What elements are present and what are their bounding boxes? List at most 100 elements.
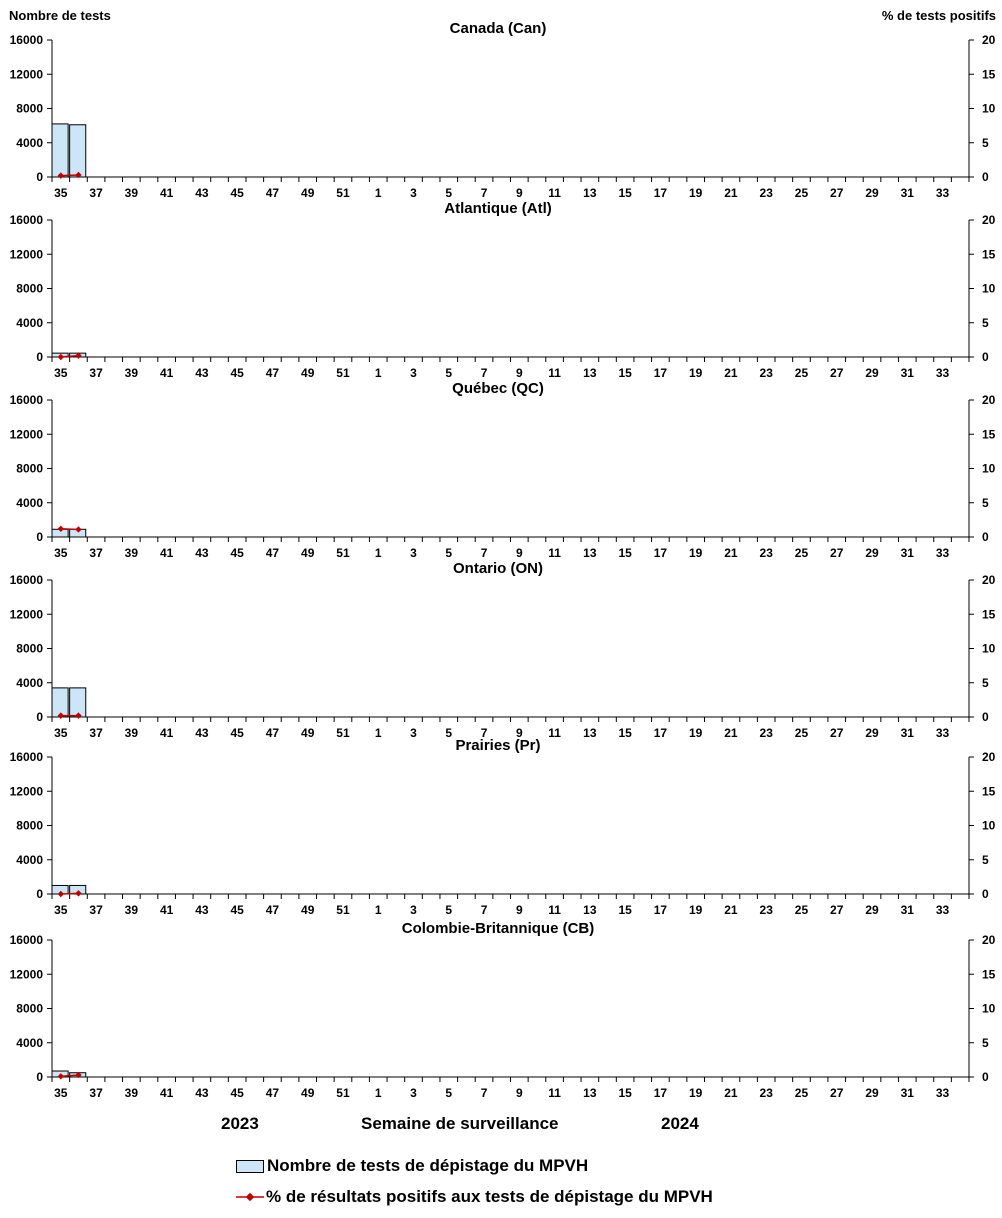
y-left-tick-label: 12000 (10, 247, 44, 261)
x-tick-label: 9 (516, 903, 523, 917)
x-tick-label: 51 (336, 546, 350, 560)
x-tick-label: 25 (795, 726, 809, 740)
y-right-tick-label: 15 (982, 967, 996, 981)
y-left-tick-label: 4000 (16, 1036, 43, 1050)
y-right-tick-label: 20 (982, 213, 996, 227)
x-tick-label: 25 (795, 1086, 809, 1100)
x-tick-label: 47 (266, 903, 280, 917)
positivity-point (57, 890, 65, 898)
y-right-tick-label: 10 (982, 462, 996, 476)
x-tick-label: 51 (336, 366, 350, 380)
x-tick-label: 43 (195, 366, 209, 380)
x-tick-label: 23 (760, 726, 774, 740)
y-left-tick-label: 8000 (16, 462, 43, 476)
y-right-tick-label: 5 (982, 1036, 989, 1050)
x-tick-label: 1 (375, 366, 382, 380)
chart-title: Québec (QC) (452, 380, 544, 397)
x-tick-label: 41 (160, 186, 174, 200)
x-tick-label: 45 (230, 1086, 244, 1100)
x-tick-label: 19 (689, 546, 703, 560)
x-tick-label: 7 (481, 726, 488, 740)
y-left-tick-label: 4000 (16, 316, 43, 330)
x-tick-label: 19 (689, 186, 703, 200)
bar (69, 687, 87, 718)
x-tick-label: 41 (160, 366, 174, 380)
x-tick-label: 9 (516, 366, 523, 380)
bar (69, 124, 87, 178)
x-tick-label: 31 (901, 903, 915, 917)
legend-bar-swatch (236, 1159, 264, 1173)
x-tick-label: 37 (89, 726, 103, 740)
x-tick-label: 47 (266, 366, 280, 380)
x-tick-label: 21 (724, 903, 738, 917)
x-tick-label: 3 (410, 186, 417, 200)
x-tick-label: 17 (654, 366, 668, 380)
y-left-tick-label: 16000 (10, 573, 44, 587)
x-tick-label: 47 (266, 1086, 280, 1100)
x-tick-label: 33 (936, 546, 950, 560)
x-tick-label: 43 (195, 186, 209, 200)
x-tick-label: 45 (230, 726, 244, 740)
x-tick-label: 21 (724, 726, 738, 740)
x-tick-label: 5 (445, 726, 452, 740)
chart-panel: Atlantique (Atl) 0 4000 8000 12000 16000 0 5 10 1… (10, 200, 996, 380)
x-tick-label: 33 (936, 1086, 950, 1100)
positivity-point (57, 525, 65, 532)
x-tick-label: 5 (445, 903, 452, 917)
positivity-point (57, 172, 65, 179)
x-tick-label: 13 (583, 366, 597, 380)
y-right-tick-label: 15 (982, 607, 996, 621)
y-left-tick-label: 8000 (16, 102, 43, 116)
chart-title: Colombie-Britannique (CB) (402, 920, 595, 937)
positivity-point (75, 1071, 82, 1079)
x-tick-label: 1 (375, 1086, 382, 1100)
y-right-tick-label: 0 (982, 350, 989, 364)
x-tick-label: 31 (901, 1086, 915, 1100)
x-tick-label: 31 (901, 186, 915, 200)
x-tick-label: 17 (654, 903, 668, 917)
x-tick-label: 51 (336, 903, 350, 917)
x-tick-label: 11 (548, 366, 561, 380)
x-tick-label: 23 (760, 546, 774, 560)
x-tick-label: 33 (936, 366, 950, 380)
positivity-point (57, 712, 65, 719)
chart-title: Atlantique (Atl) (444, 200, 551, 217)
y-left-tick-label: 8000 (16, 819, 43, 833)
x-tick-label: 9 (516, 186, 523, 200)
x-tick-label: 7 (481, 903, 488, 917)
x-tick-label: 43 (195, 1086, 209, 1100)
x-tick-label: 35 (54, 186, 68, 200)
x-tick-label: 19 (689, 903, 703, 917)
x-tick-label: 27 (830, 546, 844, 560)
y-left-tick-label: 4000 (16, 853, 43, 867)
year-2024-label: 2024 (661, 1114, 699, 1133)
positivity-point (75, 712, 82, 719)
year-2023-label: 2023 (221, 1114, 259, 1133)
x-tick-label: 1 (375, 546, 382, 560)
x-tick-label: 33 (936, 903, 950, 917)
x-tick-label: 7 (481, 366, 488, 380)
x-tick-label: 13 (583, 546, 597, 560)
x-tick-label: 17 (654, 726, 668, 740)
x-tick-label: 29 (865, 546, 879, 560)
y-right-tick-label: 10 (982, 102, 996, 116)
x-tick-label: 5 (445, 546, 452, 560)
y-right-tick-label: 0 (982, 710, 989, 724)
y-right-tick-label: 20 (982, 750, 996, 764)
x-tick-label: 35 (54, 546, 68, 560)
y-right-tick-label: 20 (982, 573, 996, 587)
y-left-tick-label: 4000 (16, 676, 43, 690)
x-tick-label: 27 (830, 1086, 844, 1100)
y-right-tick-label: 15 (982, 67, 996, 81)
y-right-tick-label: 10 (982, 282, 996, 296)
x-tick-label: 39 (125, 726, 139, 740)
x-tick-label: 35 (54, 726, 68, 740)
y-left-tick-label: 16000 (10, 750, 44, 764)
x-tick-label: 19 (689, 726, 703, 740)
y-left-tick-label: 0 (36, 887, 43, 901)
x-tick-label: 27 (830, 903, 844, 917)
x-tick-label: 49 (301, 1086, 315, 1100)
y-left-tick-label: 8000 (16, 1002, 43, 1016)
y-left-tick-label: 12000 (10, 967, 44, 981)
y-left-tick-label: 0 (36, 170, 43, 184)
